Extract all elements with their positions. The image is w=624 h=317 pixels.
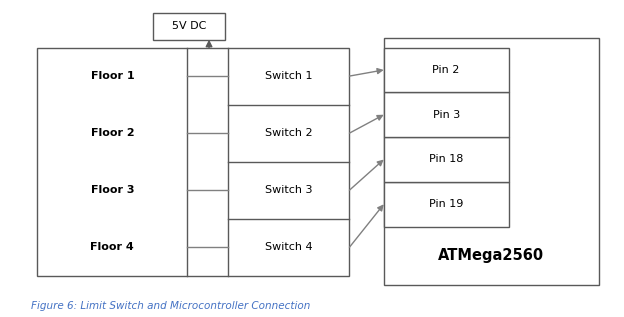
Text: Floor 3: Floor 3 bbox=[90, 185, 134, 195]
Text: Pin 3: Pin 3 bbox=[432, 110, 460, 120]
FancyBboxPatch shape bbox=[384, 182, 509, 227]
Text: Floor 4: Floor 4 bbox=[90, 242, 134, 252]
Text: Switch 1: Switch 1 bbox=[265, 71, 313, 81]
FancyBboxPatch shape bbox=[384, 38, 599, 285]
Text: Pin 19: Pin 19 bbox=[429, 199, 464, 209]
Text: Floor 1: Floor 1 bbox=[90, 71, 134, 81]
FancyBboxPatch shape bbox=[37, 48, 349, 276]
Text: ATMega2560: ATMega2560 bbox=[438, 249, 545, 263]
FancyBboxPatch shape bbox=[384, 92, 509, 137]
FancyBboxPatch shape bbox=[384, 48, 509, 92]
Text: Switch 2: Switch 2 bbox=[265, 128, 313, 138]
Text: Switch 3: Switch 3 bbox=[265, 185, 313, 195]
Text: Figure 6: Limit Switch and Microcontroller Connection: Figure 6: Limit Switch and Microcontroll… bbox=[31, 301, 311, 311]
Text: 5V DC: 5V DC bbox=[172, 21, 206, 31]
Text: Pin 2: Pin 2 bbox=[432, 65, 460, 75]
Text: Switch 4: Switch 4 bbox=[265, 242, 313, 252]
Text: Floor 2: Floor 2 bbox=[90, 128, 134, 138]
FancyBboxPatch shape bbox=[384, 137, 509, 182]
FancyBboxPatch shape bbox=[153, 13, 225, 40]
Text: Pin 18: Pin 18 bbox=[429, 154, 464, 165]
